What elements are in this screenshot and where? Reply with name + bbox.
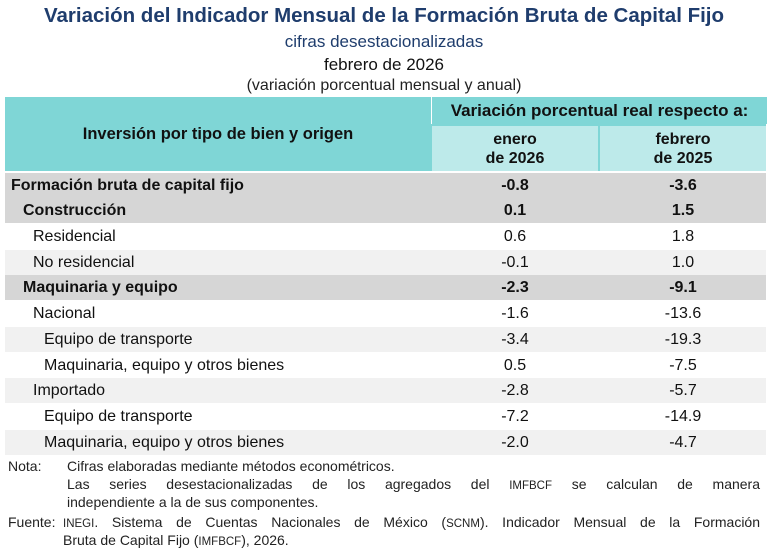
row-label: Maquinaria, equipo y otros bienes [44,434,285,451]
footnotes: Nota: Cifras elaboradas mediante métodos… [8,457,760,549]
value-monthly: -3.4 [501,331,529,348]
value-monthly: -0.8 [501,177,529,194]
table-row: Formación bruta de capital fijo -0.8 -3.… [5,173,766,198]
value-annual: -5.7 [669,382,697,399]
table-row: Maquinaria, equipo y otros bienes 0.5 -7… [5,353,766,378]
value-monthly: -1.6 [501,305,529,322]
row-label: Importado [33,382,106,399]
source-text: Bruta de Capital Fijo (IMFBCF), 2026. [63,532,289,548]
value-annual: -19.3 [664,331,702,348]
row-label: Equipo de transporte [44,331,193,348]
report-subtitle: cifras desestacionalizadas [284,32,484,51]
group-header: Variación porcentual real respecto a: [431,97,767,124]
row-header: Inversión por tipo de bien y origen [82,124,354,143]
value-monthly: -7.2 [501,408,529,425]
value-annual: 1.5 [671,202,695,219]
value-annual: -3.6 [669,177,697,194]
table-row: Equipo de transporte -7.2 -14.9 [5,404,766,429]
row-label: Construcción [23,202,127,219]
report-title: Variación del Indicador Mensual de la Fo… [43,4,725,27]
report-period: febrero de 2026 [323,55,445,74]
table-row: Maquinaria y equipo -2.3 -9.1 [5,275,766,300]
value-annual: -9.1 [669,279,697,296]
value-monthly: -0.1 [501,254,529,271]
table-row: Maquinaria, equipo y otros bienes -2.0 -… [5,430,766,455]
row-label: Formación bruta de capital fijo [11,177,244,194]
row-label: Maquinaria, equipo y otros bienes [44,357,285,374]
value-annual: -4.7 [669,434,697,451]
note-text: Cifras elaboradas mediante métodos econo… [67,458,395,474]
row-label: Residencial [33,228,116,245]
table-row: Residencial 0.6 1.8 [5,224,766,249]
table-row: Nacional -1.6 -13.6 [5,301,766,326]
table-row: No residencial -0.1 1.0 [5,250,766,275]
value-annual: -7.5 [669,357,697,374]
value-annual: -13.6 [664,305,702,322]
table-row: Importado -2.8 -5.7 [5,378,766,403]
value-monthly: 0.6 [503,228,527,245]
row-label: Maquinaria y equipo [23,279,178,296]
note-label: Nota: [8,458,42,474]
value-monthly: 0.1 [503,202,527,219]
column-header-feb-2025: febrero de 2025 [600,126,766,171]
row-label: Nacional [33,305,96,322]
note-text: Las series desestacionalizadas de los ag… [67,476,761,492]
source-text: INEGI. Sistema de Cuentas Nacionales de … [63,514,761,530]
note-text: independiente a la de sus componentes. [67,494,319,510]
value-annual: -14.9 [664,408,702,425]
table-row: Equipo de transporte -3.4 -19.3 [5,327,766,352]
value-annual: 1.0 [671,254,695,271]
value-monthly: -2.8 [501,382,529,399]
report-note: (variación porcentual mensual y anual) [246,77,522,94]
value-monthly: -2.3 [501,279,529,296]
source-label: Fuente: [8,514,56,530]
row-label: No residencial [33,254,135,271]
value-annual: 1.8 [671,228,695,245]
table-row: Construcción 0.1 1.5 [5,198,766,223]
column-header-jan-2026: enero de 2026 [432,126,598,171]
row-label: Equipo de transporte [44,408,193,425]
value-monthly: 0.5 [503,357,527,374]
table-header: Inversión por tipo de bien y origen Vari… [5,97,767,171]
value-monthly: -2.0 [501,434,529,451]
